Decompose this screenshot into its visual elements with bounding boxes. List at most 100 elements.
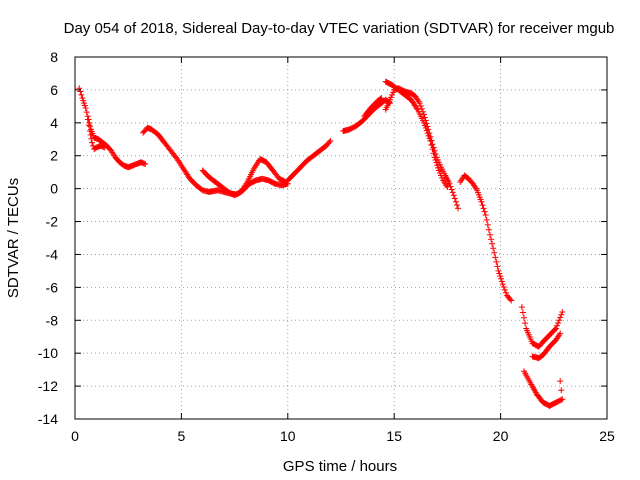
data-point (552, 325, 559, 332)
data-point (434, 162, 441, 169)
data-point (558, 311, 565, 318)
x-tick-label: 25 (599, 428, 615, 444)
data-point (483, 216, 490, 223)
data-point (378, 95, 385, 102)
data-point (85, 122, 92, 129)
x-tick-label: 10 (280, 428, 296, 444)
data-point (428, 142, 435, 149)
data-point (499, 281, 506, 288)
data-point (558, 387, 565, 394)
data-point (495, 267, 502, 274)
y-tick-label: -12 (38, 378, 58, 394)
data-point (559, 309, 566, 316)
data-point (489, 240, 496, 247)
data-point (478, 198, 485, 205)
data-point (498, 275, 505, 282)
x-tick-label: 5 (178, 428, 186, 444)
y-tick-label: -2 (46, 214, 59, 230)
data-point (420, 111, 427, 118)
data-point (432, 157, 439, 164)
data-point (418, 105, 425, 112)
data-point (78, 91, 85, 98)
data-point (416, 100, 423, 107)
data-point (425, 132, 432, 139)
data-point (142, 160, 149, 167)
data-point (486, 231, 493, 238)
plot-marks (76, 78, 566, 409)
data-point (452, 198, 459, 205)
data-point (502, 289, 509, 296)
data-point (449, 189, 456, 196)
data-point (557, 330, 564, 337)
x-tick-label: 20 (493, 428, 509, 444)
data-point (500, 283, 507, 290)
data-point (451, 195, 458, 202)
x-tick-label: 15 (386, 428, 402, 444)
tick-labels: 0 5 10 15 20 25 -14 -12 -10 -8 -6 -4 -2 0 2 4 6 8 (38, 49, 615, 444)
data-point (481, 208, 488, 215)
data-point (444, 183, 451, 190)
data-point (88, 135, 95, 142)
data-point (87, 131, 94, 138)
chart-title: Day 054 of 2018, Sidereal Day-to-day VTE… (64, 20, 615, 37)
y-tick-label: 6 (50, 82, 58, 98)
data-point (498, 278, 505, 285)
data-point (377, 95, 384, 102)
data-point (435, 164, 442, 171)
y-tick-label: -10 (38, 345, 58, 361)
data-point (558, 396, 565, 403)
data-point (522, 320, 529, 327)
data-point (479, 202, 486, 209)
data-point (422, 124, 429, 131)
y-tick-label: 2 (50, 148, 58, 164)
data-point (326, 139, 333, 146)
data-point (480, 205, 487, 212)
data-point (494, 263, 501, 270)
data-point (482, 211, 489, 218)
data-point (491, 249, 498, 256)
data-point (430, 150, 437, 157)
y-axis-label: SDTVAR / TECUs (5, 178, 22, 298)
x-axis-label: GPS time / hours (283, 458, 397, 475)
data-point (424, 130, 431, 137)
y-tick-label: -8 (46, 312, 59, 328)
data-point (556, 317, 563, 324)
data-point (519, 309, 526, 316)
data-point (448, 186, 455, 193)
tick-marks (74, 56, 608, 420)
data-point (89, 139, 96, 146)
y-tick-label: 4 (50, 115, 58, 131)
x-tick-label: 0 (71, 428, 79, 444)
data-point (557, 314, 564, 321)
data-point (518, 304, 525, 311)
y-tick-label: -6 (46, 279, 59, 295)
plot-frame (74, 56, 608, 420)
data-point (507, 296, 514, 303)
data-point (493, 258, 500, 265)
data-point (521, 314, 528, 321)
data-point (559, 396, 566, 403)
data-point (455, 205, 462, 212)
data-point (421, 114, 428, 121)
data-point (453, 202, 460, 209)
data-point (431, 154, 438, 161)
data-point (450, 192, 457, 199)
data-point (101, 144, 108, 151)
data-point (555, 320, 562, 327)
grid-lines (75, 57, 607, 419)
data-point (485, 226, 492, 233)
data-point (429, 146, 436, 153)
data-point (417, 102, 424, 109)
data-point (497, 273, 504, 280)
data-point (83, 109, 90, 116)
y-tick-label: 8 (50, 49, 58, 65)
data-point (484, 221, 491, 228)
data-point (427, 137, 434, 144)
data-point (413, 105, 420, 112)
data-point (423, 127, 430, 134)
data-point (492, 254, 499, 261)
data-point (496, 270, 503, 277)
data-point (86, 128, 93, 135)
